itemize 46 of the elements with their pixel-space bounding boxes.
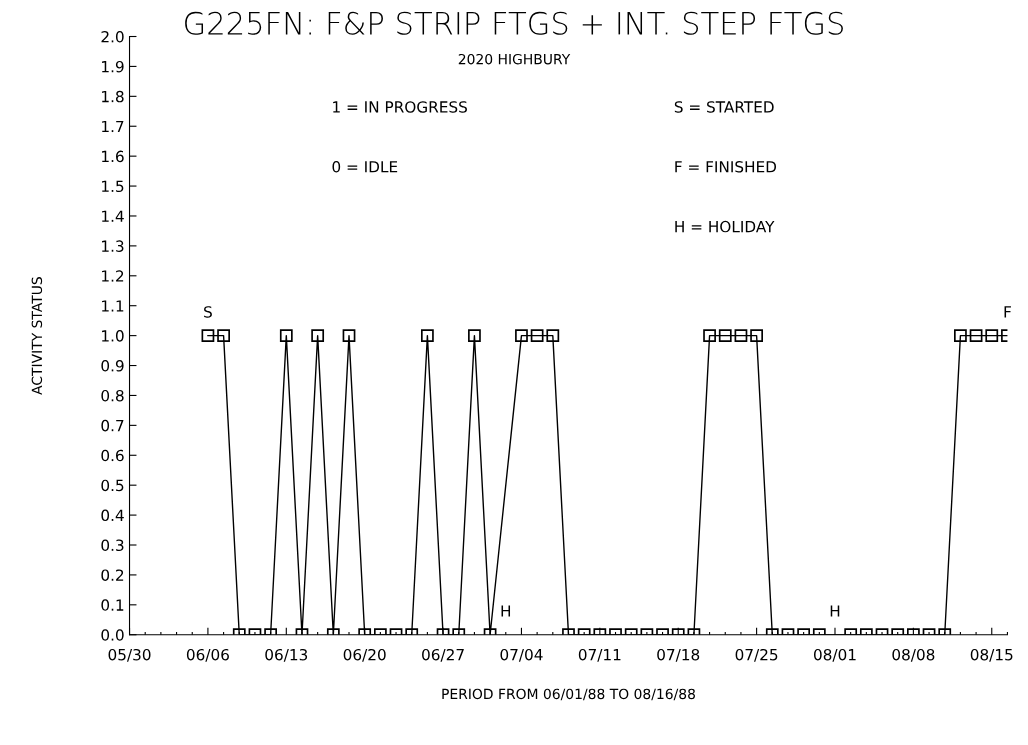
x-tick-label: 07/11 [578,648,621,662]
x-axis-title: PERIOD FROM 06/01/88 TO 08/16/88 [442,688,695,701]
y-tick-label: 1.8 [102,90,124,103]
x-tick-label: 08/15 [970,648,1013,662]
y-tick-label: 1.9 [102,60,124,73]
x-tick-label: 05/30 [108,648,151,662]
x-tick-label: 07/25 [735,648,778,662]
annotation: H [501,605,511,617]
text: 2020 HIGHBURY [458,53,571,65]
y-tick-label: 2.0 [101,30,124,43]
y-tick-label: 0.0 [101,629,124,641]
y-tick-label: 1.6 [102,150,124,163]
x-tick-label: 08/08 [892,648,935,662]
x-tick-label: 06/20 [343,648,386,662]
y-tick-label: 0.7 [101,419,124,432]
y-tick-label: 1.5 [102,180,124,193]
x-tick-label: 07/18 [657,648,700,662]
chart-title: G225FN: F&P STRIP FTGS + INT. STEP FTGS [185,11,843,35]
y-tick-label: 0.2 [101,569,124,581]
x-tick-label: 06/27 [422,648,464,662]
y-tick-label: 0.4 [101,509,124,522]
y-tick-label: 0.1 [101,599,124,611]
annotation: 0 = IDLE [332,160,398,173]
x-tick-label: 06/13 [265,648,308,662]
annotation: F [1004,306,1011,318]
y-tick-label: 1.3 [102,240,124,252]
annotation: S [204,306,212,318]
y-tick-label: 0.3 [101,539,124,552]
annotation: H [830,605,840,617]
annotation: S = STARTED [674,101,774,113]
y-tick-label: 0.6 [101,449,124,462]
annotation: 1 = IN PROGRESS [333,101,467,113]
y-tick-label: 0.8 [101,389,124,402]
y-tick-label: 1.2 [102,270,124,282]
x-tick-label: 07/04 [500,648,543,662]
y-axis-title: ACTIVITY STATUS [31,277,43,395]
y-tick-label: 1.0 [102,330,124,342]
y-tick-label: 1.1 [102,300,124,312]
y-tick-label: 0.5 [101,479,124,492]
annotation: H = HOLIDAY [675,220,775,233]
x-tick-label: 06/06 [186,648,229,662]
y-tick-label: 0.9 [101,360,124,372]
x-tick-label: 08/01 [813,648,856,662]
y-tick-label: 1.7 [102,120,124,133]
y-tick-label: 1.4 [102,210,124,222]
annotation: F = FINISHED [675,160,777,173]
